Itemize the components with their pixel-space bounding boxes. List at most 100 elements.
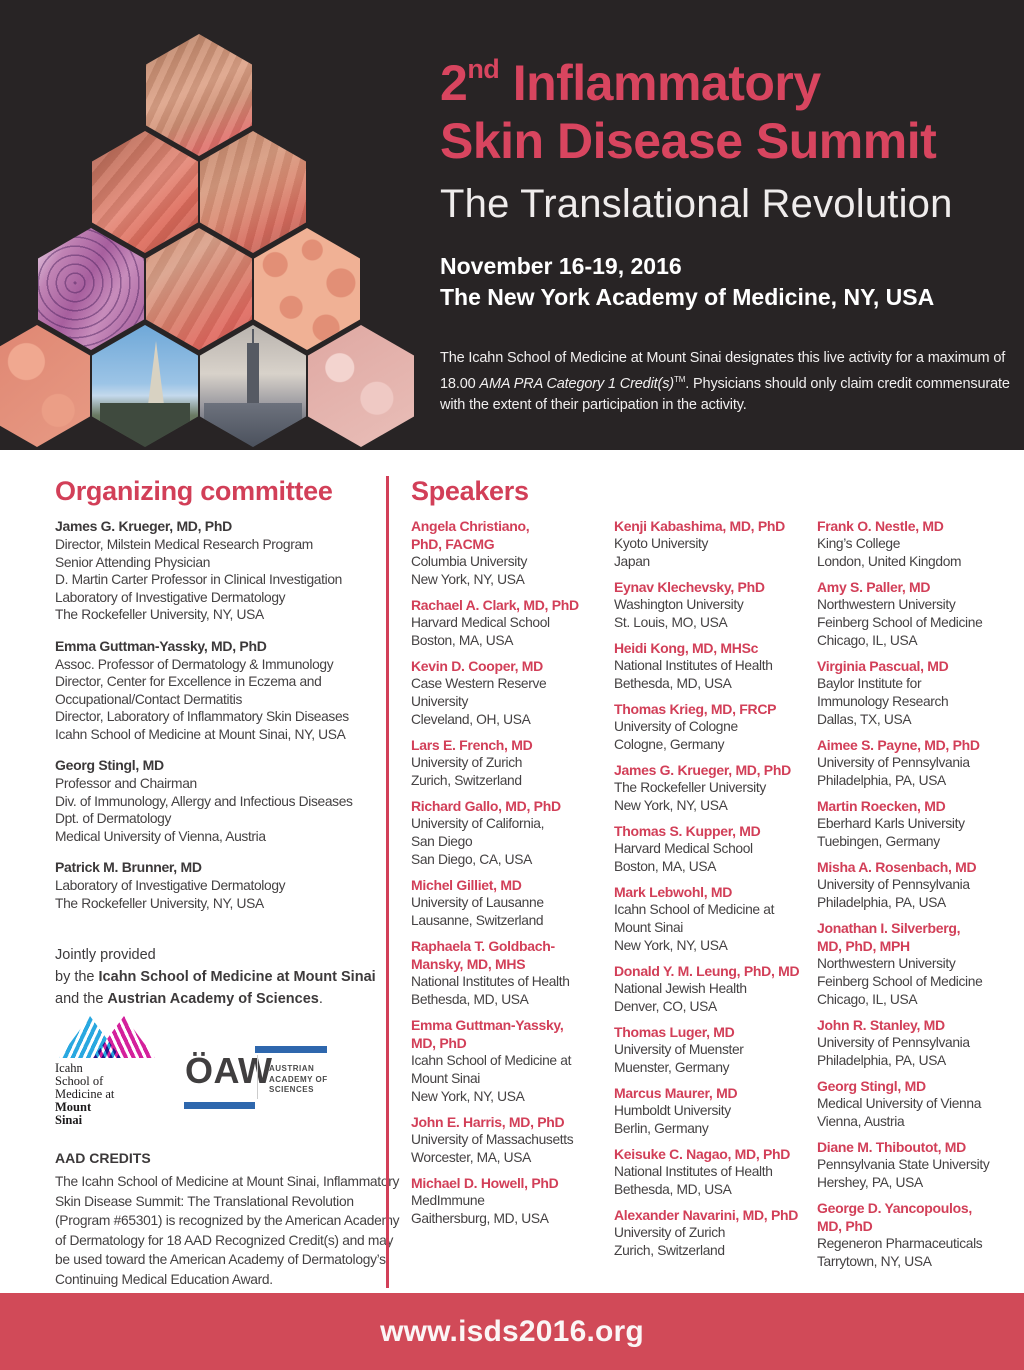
member-detail: Director, Milstein Medical Research Prog…: [55, 537, 313, 552]
speaker-entry: Marcus Maurer, MD Humboldt University Berl…: [614, 1084, 808, 1138]
hex-skin-texture-photo: [0, 325, 90, 447]
speaker-name: Donald Y. M. Leung, PhD, MD: [614, 963, 800, 979]
speaker-entry: Donald Y. M. Leung, PhD, MD National Jewi…: [614, 962, 808, 1016]
speaker-entry: John E. Harris, MD, PhD University of Mas…: [411, 1113, 603, 1167]
speaker-affiliation: Japan: [614, 554, 650, 569]
speaker-name: John E. Harris, MD, PhD: [411, 1114, 565, 1130]
committee-member: James G. Krueger, MD, PhD Director, Milst…: [55, 517, 390, 624]
committee-member: Georg Stingl, MD Professor and Chairman Di…: [55, 756, 390, 845]
speaker-name: Raphaela T. Goldbach-: [411, 938, 555, 954]
member-detail: Icahn School of Medicine at Mount Sinai,…: [55, 726, 346, 742]
speaker-name: George D. Yancopoulos,: [817, 1200, 972, 1216]
jointly-provided-note: Jointly provided by the Icahn School of …: [55, 944, 376, 1010]
speaker-entry: Alexander Navarini, MD, PhD University of…: [614, 1206, 808, 1260]
member-name: Georg Stingl, MD: [55, 757, 164, 773]
speaker-name: Frank O. Nestle, MD: [817, 518, 944, 534]
logo-caption-line: SCIENCES: [269, 1085, 314, 1094]
oaw-blue-bar-top: [255, 1046, 327, 1053]
speaker-affiliation: New York, NY, USA: [411, 1089, 525, 1104]
speakers-heading: Speakers: [411, 476, 529, 506]
hex-vienna-cathedral-photo: [92, 325, 198, 447]
speaker-affiliation: University of Pennsylvania: [817, 877, 970, 892]
hex-skin-cells-illustration-2: [200, 131, 306, 253]
speaker-affiliation: Vienna, Austria: [817, 1114, 905, 1129]
oaw-wordmark: ÖAW: [185, 1050, 273, 1091]
logo-text-line: Mount: [55, 1100, 92, 1114]
aad-credits-text: The Icahn School of Medicine at Mount Si…: [55, 1172, 400, 1289]
speaker-entry: Thomas S. Kupper, MD Harvard Medical Scho…: [614, 822, 808, 876]
speaker-name: Mark Lebwohl, MD: [614, 884, 733, 900]
member-detail: Dpt. of Dermatology: [55, 811, 172, 826]
trademark-superscript: TM: [673, 375, 686, 384]
member-detail: Director, Center for Excellence in Eczem…: [55, 674, 322, 689]
credit-line-3: with the extent of their participation i…: [440, 396, 747, 413]
speaker-name: Emma Guttman-Yassky,: [411, 1017, 564, 1033]
speaker-name: John R. Stanley, MD: [817, 1017, 945, 1033]
hex-skin-cells-illustration-1: [92, 131, 198, 253]
speaker-affiliation: Humboldt University: [614, 1103, 731, 1118]
hex-skin-rash-photo: [254, 228, 360, 350]
speakers-column-2: Kenji Kabashima, MD, PhD Kyoto University…: [614, 517, 808, 1267]
empire-state-needle: [252, 329, 254, 345]
member-detail: Medical University of Vienna, Austria: [55, 828, 266, 844]
member-detail: D. Martin Carter Professor in Clinical I…: [55, 572, 342, 587]
jointly-line-2: by the Icahn School of Medicine at Mount…: [55, 969, 376, 985]
speaker-entry: Thomas Luger, MD University of Muenster Mu…: [614, 1023, 808, 1077]
member-detail: The Rockefeller University, NY, USA: [55, 895, 264, 911]
speaker-name: Eynav Klechevsky, PhD: [614, 579, 765, 595]
speaker-name: Jonathan I. Silverberg,: [817, 920, 961, 936]
committee-list: James G. Krueger, MD, PhD Director, Milst…: [55, 517, 390, 925]
speaker-entry: Frank O. Nestle, MD King’s College London,…: [817, 517, 1017, 571]
speaker-affiliation: Worcester, MA, USA: [411, 1150, 531, 1165]
speaker-name: Misha A. Rosenbach, MD: [817, 859, 977, 875]
speaker-name: Richard Gallo, MD, PhD: [411, 798, 561, 814]
speaker-entry: Heidi Kong, MD, MHSc National Institutes …: [614, 639, 808, 693]
member-detail: Director, Laboratory of Inflammatory Ski…: [55, 709, 349, 724]
speaker-name: Alexander Navarini, MD, PhD: [614, 1207, 799, 1223]
speaker-name: Keisuke C. Nagao, MD, PhD: [614, 1146, 791, 1162]
speaker-affiliation: University of Massachusetts: [411, 1132, 574, 1147]
speaker-affiliation: University of Muenster: [614, 1042, 744, 1057]
speaker-entry: Martin Roecken, MD Eberhard Karls Univers…: [817, 797, 1017, 851]
speaker-affiliation: Hershey, PA, USA: [817, 1175, 923, 1190]
speaker-affiliation: Boston, MA, USA: [614, 859, 717, 874]
speaker-affiliation: Kyoto University: [614, 536, 709, 551]
speaker-affiliation: King’s College: [817, 536, 901, 551]
speaker-name: Thomas Krieg, MD, FRCP: [614, 701, 777, 717]
speaker-affiliation: Medical University of Vienna: [817, 1096, 982, 1111]
hex-histology-pink-micrograph: [308, 325, 414, 447]
credit-line-2: 18.00 AMA PRA Category 1 Credit(s)TM. Ph…: [440, 375, 1010, 392]
poster-title: 2nd Inflammatory Skin Disease Summit: [440, 54, 937, 169]
column-divider-line: [386, 476, 389, 1288]
credit-line-1: The Icahn School of Medicine at Mount Si…: [440, 350, 1006, 366]
speaker-entry: Eynav Klechevsky, PhD Washington Universi…: [614, 578, 808, 632]
committee-member: Patrick M. Brunner, MD Laboratory of Inve…: [55, 858, 390, 912]
speaker-entry: Aimee S. Payne, MD, PhD University of Pen…: [817, 736, 1017, 790]
speaker-affiliation: New York, NY, USA: [614, 798, 728, 813]
austrian-academy-logo: ÖAW AUSTRIAN ACADEMY OF SCIENCES: [184, 1040, 335, 1112]
aad-text-line: of Dermatology for 18 AAD Recognized Cre…: [55, 1232, 394, 1248]
speaker-entry: Raphaela T. Goldbach- Mansky, MD, MHS Nati…: [411, 937, 603, 1009]
speaker-affiliation: Berlin, Germany: [614, 1121, 709, 1136]
aad-text-line: The Icahn School of Medicine at Mount Si…: [55, 1174, 400, 1189]
mount-sinai-logo-text: Icahn School of Medicine at Mount Sinai: [55, 1062, 175, 1127]
speaker-affiliation: University: [411, 694, 469, 709]
website-url-link[interactable]: www.isds2016.org: [380, 1315, 644, 1348]
speaker-affiliation: Case Western Reserve: [411, 676, 547, 691]
hex-new-york-skyline-photo: [200, 325, 306, 447]
committee-member: Emma Guttman-Yassky, MD, PhD Assoc. Profe…: [55, 637, 390, 744]
member-detail: Laboratory of Investigative Dermatology: [55, 878, 286, 893]
title-block: 2nd Inflammatory Skin Disease Summit The …: [440, 54, 1015, 313]
member-detail: Senior Attending Physician: [55, 554, 211, 570]
speaker-affiliation: University of Lausanne: [411, 895, 544, 910]
speaker-affiliation: National Institutes of Health: [614, 658, 773, 673]
speaker-affiliation: Cologne, Germany: [614, 737, 725, 752]
speaker-name: Michel Gilliet, MD: [411, 877, 522, 893]
speaker-affiliation: Mount Sinai: [411, 1071, 481, 1086]
speaker-entry: Amy S. Paller, MD Northwestern University…: [817, 578, 1017, 650]
speaker-affiliation: Philadelphia, PA, USA: [817, 895, 946, 910]
empire-state-building: [247, 343, 259, 405]
speaker-affiliation: University of Cologne: [614, 719, 738, 734]
speaker-affiliation: Immunology Research: [817, 694, 949, 709]
